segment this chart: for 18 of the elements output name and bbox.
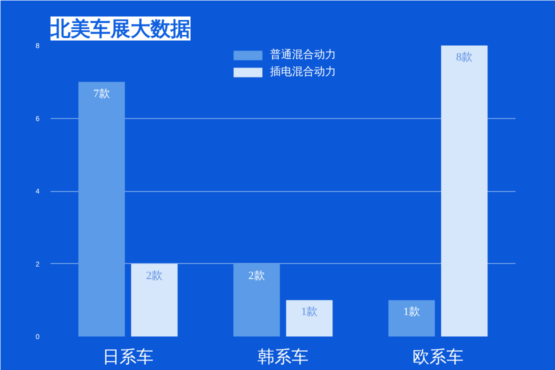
x-tick-label: 欧系车 bbox=[412, 348, 464, 368]
x-tick-label: 韩系车 bbox=[258, 348, 308, 368]
data-label: 1款 bbox=[403, 306, 420, 318]
data-label: 1款 bbox=[301, 306, 318, 318]
data-label: 2款 bbox=[248, 270, 265, 282]
legend-label: 普通混合动力 bbox=[270, 47, 336, 62]
bar bbox=[131, 264, 178, 336]
x-tick-label: 日系车 bbox=[102, 348, 154, 368]
bar bbox=[233, 264, 280, 336]
legend-label: 插电混合动力 bbox=[270, 64, 336, 79]
bar bbox=[388, 300, 435, 336]
data-label: 8款 bbox=[456, 52, 473, 64]
data-label: 7款 bbox=[93, 88, 110, 100]
data-label: 2款 bbox=[146, 270, 163, 282]
bar bbox=[286, 300, 333, 336]
bar bbox=[78, 82, 125, 336]
chart-title: 北美车展大数据 bbox=[50, 16, 190, 40]
bar bbox=[441, 46, 488, 336]
